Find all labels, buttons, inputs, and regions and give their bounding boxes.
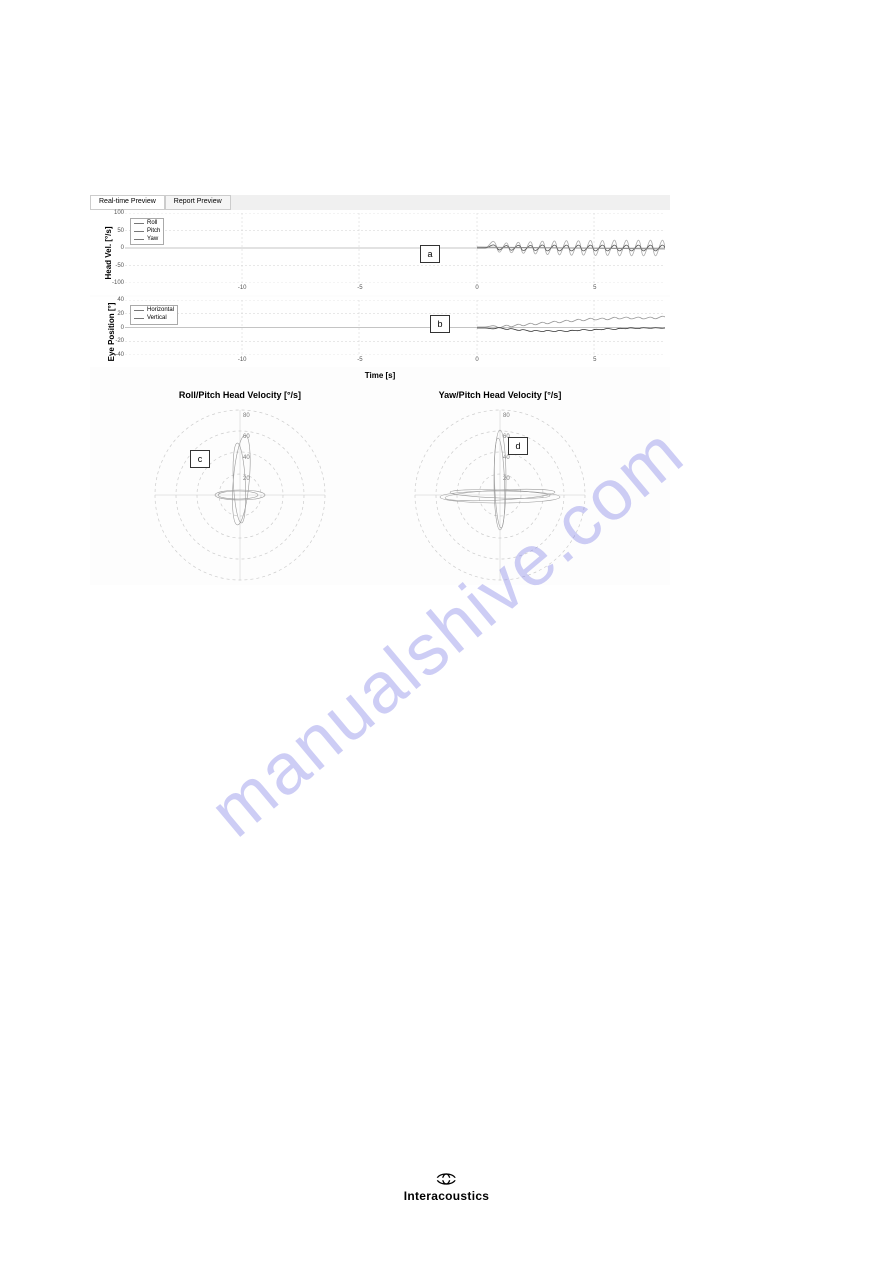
polar-section: Roll/Pitch Head Velocity [°/s] 80 60 40 … xyxy=(90,390,670,585)
chart-container: Real-time Preview Report Preview Head Ve… xyxy=(90,195,670,585)
time-axis-label: Time [s] xyxy=(90,371,670,380)
eye-pos-yticks: 40 20 0 -20 -40 xyxy=(108,300,124,355)
callout-c: c xyxy=(190,450,210,468)
head-vel-plot xyxy=(125,213,665,283)
head-vel-yticks: 100 50 0 -50 -100 xyxy=(108,213,124,283)
svg-text:80: 80 xyxy=(503,413,510,419)
brand-name: Interacoustics xyxy=(404,1189,490,1203)
tab-realtime-preview[interactable]: Real-time Preview xyxy=(90,195,165,210)
tab-report-preview[interactable]: Report Preview xyxy=(165,195,231,210)
polar1-plot: 80 60 40 20 c xyxy=(150,405,330,585)
polar1-title: Roll/Pitch Head Velocity [°/s] xyxy=(140,390,340,400)
footer-logo: Interacoustics xyxy=(404,1171,490,1203)
callout-a: a xyxy=(420,245,440,263)
eye-position-chart: Eye Position [°] 40 20 0 -20 -40 xyxy=(90,297,670,367)
legend-roll: Roll xyxy=(147,220,157,228)
legend-vertical: Vertical xyxy=(147,315,167,323)
polar2-plot: 80 60 40 20 d xyxy=(410,405,590,585)
polar-roll-pitch: Roll/Pitch Head Velocity [°/s] 80 60 40 … xyxy=(140,390,340,585)
eye-pos-xticks: -10 -5 0 5 xyxy=(125,357,665,365)
globe-icon xyxy=(404,1171,490,1189)
legend-yaw: Yaw xyxy=(147,236,158,244)
polar2-title: Yaw/Pitch Head Velocity [°/s] xyxy=(400,390,600,400)
svg-text:60: 60 xyxy=(243,434,250,440)
callout-d: d xyxy=(508,437,528,455)
legend-pitch: Pitch xyxy=(147,228,160,236)
svg-text:40: 40 xyxy=(243,455,250,461)
svg-text:40: 40 xyxy=(503,455,510,461)
legend-horizontal: Horizontal xyxy=(147,307,174,315)
head-vel-xticks: -10 -5 0 5 xyxy=(125,285,665,293)
eye-pos-legend: Horizontal Vertical xyxy=(130,305,178,325)
tab-bar: Real-time Preview Report Preview xyxy=(90,195,670,210)
svg-text:80: 80 xyxy=(243,413,250,419)
head-velocity-chart: Head Vel. [°/s] 100 50 0 -50 -100 xyxy=(90,210,670,295)
eye-pos-plot xyxy=(125,300,665,355)
callout-b: b xyxy=(430,315,450,333)
polar-yaw-pitch: Yaw/Pitch Head Velocity [°/s] 80 60 40 2… xyxy=(400,390,600,585)
head-vel-legend: Roll Pitch Yaw xyxy=(130,218,164,245)
